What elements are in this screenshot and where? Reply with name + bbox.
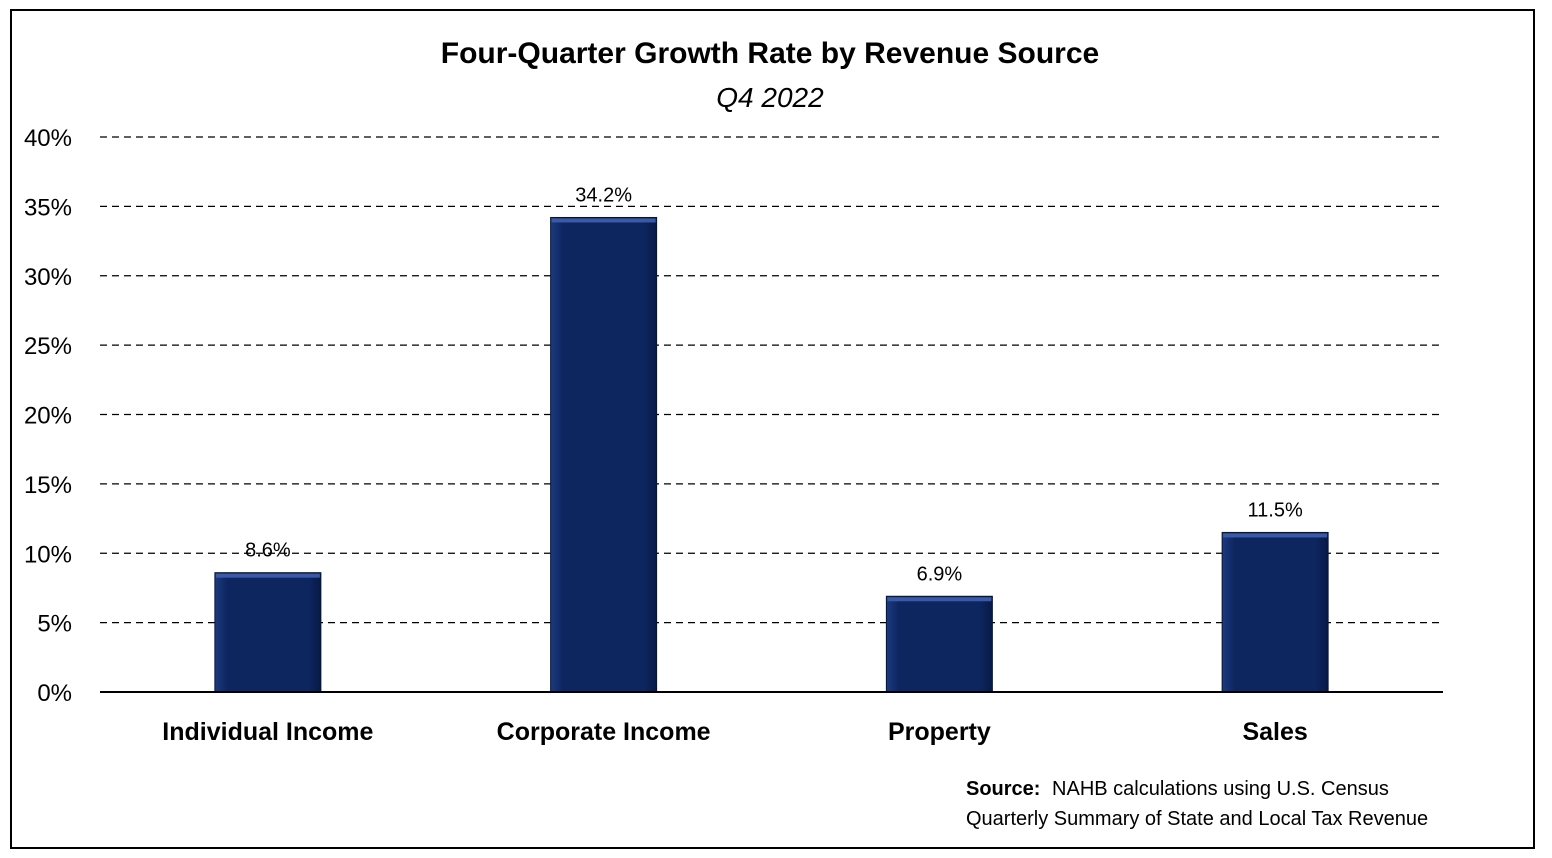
y-tick-label: 5%	[37, 611, 72, 638]
chart-subtitle: Q4 2022	[716, 82, 824, 113]
source-note: Source: NAHB calculations using U.S. Cen…	[966, 778, 1389, 800]
y-tick-label: 30%	[24, 264, 72, 291]
bar-bevel	[215, 573, 320, 578]
source-line1: NAHB calculations using U.S. Census	[1052, 778, 1389, 800]
x-axis-ticks: Individual Income Corporate Income Propert…	[162, 718, 1308, 746]
y-tick-label: 0%	[37, 680, 72, 707]
data-label: 6.9%	[917, 563, 963, 585]
bar	[885, 595, 993, 693]
bar	[214, 572, 322, 693]
y-tick-label: 40%	[24, 125, 72, 152]
source-label: Source:	[966, 778, 1040, 800]
bar-bevel	[887, 597, 992, 602]
data-label: 11.5%	[1248, 499, 1303, 521]
data-label: 34.2%	[575, 184, 632, 206]
y-axis-ticks: 0% 5% 10% 15% 20% 25% 30% 35% 40%	[24, 125, 72, 707]
bar	[550, 216, 658, 693]
bar-bevel	[1223, 533, 1328, 538]
bars	[214, 216, 1329, 693]
bar-bevel	[551, 218, 656, 223]
bar-body	[550, 216, 658, 693]
data-label: 8.6%	[245, 540, 291, 562]
bar-body	[1221, 531, 1329, 693]
y-tick-label: 25%	[24, 333, 72, 360]
x-tick-label: Individual Income	[162, 718, 373, 746]
x-tick-label: Corporate Income	[497, 718, 711, 746]
x-tick-label: Property	[888, 718, 991, 746]
x-tick-label: Sales	[1242, 718, 1307, 746]
chart-frame	[10, 9, 1535, 849]
y-tick-label: 20%	[24, 403, 72, 430]
bar-body	[885, 595, 993, 693]
gridlines	[100, 136, 1443, 624]
y-tick-label: 10%	[24, 541, 72, 568]
bar-body	[214, 572, 322, 693]
bar	[1221, 531, 1329, 693]
y-tick-label: 35%	[24, 194, 72, 221]
chart-title: Four-Quarter Growth Rate by Revenue Sour…	[441, 37, 1099, 70]
source-line2: Quarterly Summary of State and Local Tax…	[966, 808, 1428, 830]
data-labels: 8.6% 34.2% 6.9% 11.5%	[245, 184, 1303, 585]
y-tick-label: 15%	[24, 472, 72, 499]
